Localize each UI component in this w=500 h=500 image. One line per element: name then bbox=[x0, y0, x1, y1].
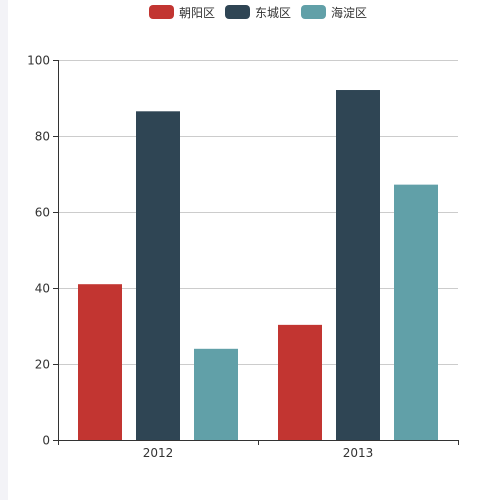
bar-2012-1 bbox=[136, 111, 180, 441]
bar-2013-1 bbox=[336, 90, 380, 441]
bar-2013-0 bbox=[278, 324, 322, 440]
legend-label-2: 海淀区 bbox=[331, 5, 368, 20]
y-tick-label-5: 100 bbox=[27, 54, 50, 68]
chart-legend: 朝阳区 东城区 海淀区 bbox=[0, 3, 500, 21]
x-tick-label-1: 2013 bbox=[343, 446, 374, 460]
y-tick-label-4: 80 bbox=[35, 130, 50, 144]
bar-2012-0 bbox=[78, 284, 122, 440]
legend-label-0: 朝阳区 bbox=[178, 5, 215, 20]
legend-swatch-2 bbox=[301, 5, 326, 19]
y-tick-label-1: 20 bbox=[35, 358, 50, 372]
bar-2012-2 bbox=[194, 348, 238, 440]
bar-2013-2 bbox=[394, 184, 438, 440]
legend-swatch-0 bbox=[148, 5, 174, 19]
y-tick-label-3: 60 bbox=[35, 206, 50, 220]
legend-label-1: 东城区 bbox=[254, 5, 291, 20]
y-tick-label-0: 0 bbox=[42, 434, 50, 448]
legend-item-2[interactable]: 海淀区 bbox=[301, 3, 367, 21]
legend-swatch-1 bbox=[224, 5, 250, 19]
y-tick-label-2: 40 bbox=[35, 282, 50, 296]
page-edge-strip bbox=[0, 0, 8, 500]
legend-item-0[interactable]: 朝阳区 bbox=[148, 3, 215, 21]
x-tick-label-0: 2012 bbox=[143, 446, 174, 460]
legend-item-1[interactable]: 东城区 bbox=[224, 3, 291, 21]
